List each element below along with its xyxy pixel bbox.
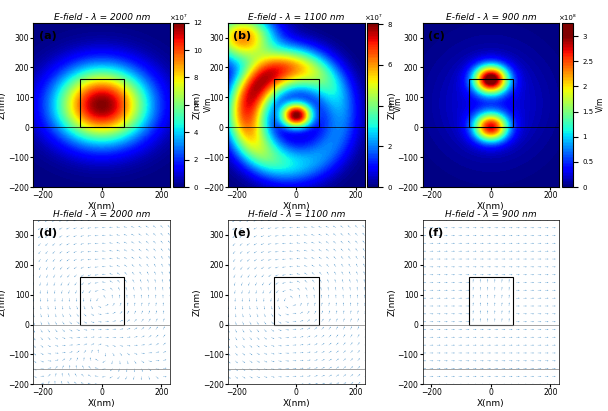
Title: E-field - λ = 900 nm: E-field - λ = 900 nm bbox=[446, 13, 536, 22]
Title: ×10⁷: ×10⁷ bbox=[364, 15, 381, 21]
Title: E-field - λ = 1100 nm: E-field - λ = 1100 nm bbox=[248, 13, 345, 22]
Title: H-field - λ = 900 nm: H-field - λ = 900 nm bbox=[445, 210, 537, 219]
Text: (e): (e) bbox=[233, 228, 251, 238]
X-axis label: X(nm): X(nm) bbox=[283, 399, 310, 408]
Bar bbox=[80, 277, 124, 325]
Y-axis label: V/m: V/m bbox=[595, 97, 604, 113]
Title: ×10⁸: ×10⁸ bbox=[559, 15, 576, 21]
Title: H-field - λ = 2000 nm: H-field - λ = 2000 nm bbox=[53, 210, 151, 219]
Bar bbox=[80, 79, 124, 127]
Y-axis label: Z(nm): Z(nm) bbox=[0, 91, 7, 119]
X-axis label: X(nm): X(nm) bbox=[88, 399, 116, 408]
Y-axis label: Z(nm): Z(nm) bbox=[387, 91, 396, 119]
Text: (c): (c) bbox=[428, 31, 445, 41]
Y-axis label: Z(nm): Z(nm) bbox=[193, 288, 202, 316]
Bar bbox=[274, 79, 319, 127]
X-axis label: X(nm): X(nm) bbox=[477, 201, 505, 210]
Text: (a): (a) bbox=[39, 31, 57, 41]
X-axis label: X(nm): X(nm) bbox=[88, 201, 116, 210]
Bar bbox=[274, 277, 319, 325]
Bar bbox=[469, 277, 513, 325]
Title: H-field - λ = 1100 nm: H-field - λ = 1100 nm bbox=[247, 210, 345, 219]
Text: (f): (f) bbox=[428, 228, 443, 238]
Y-axis label: V/m: V/m bbox=[394, 97, 402, 113]
Title: ×10⁷: ×10⁷ bbox=[170, 15, 187, 21]
Y-axis label: Z(nm): Z(nm) bbox=[387, 288, 396, 316]
Y-axis label: Z(nm): Z(nm) bbox=[193, 91, 202, 119]
X-axis label: X(nm): X(nm) bbox=[477, 399, 505, 408]
Text: (d): (d) bbox=[39, 228, 57, 238]
Title: E-field - λ = 2000 nm: E-field - λ = 2000 nm bbox=[54, 13, 150, 22]
Text: (b): (b) bbox=[233, 31, 252, 41]
X-axis label: X(nm): X(nm) bbox=[283, 201, 310, 210]
Y-axis label: Z(nm): Z(nm) bbox=[0, 288, 7, 316]
Bar bbox=[469, 79, 513, 127]
Y-axis label: V/m: V/m bbox=[204, 97, 213, 113]
